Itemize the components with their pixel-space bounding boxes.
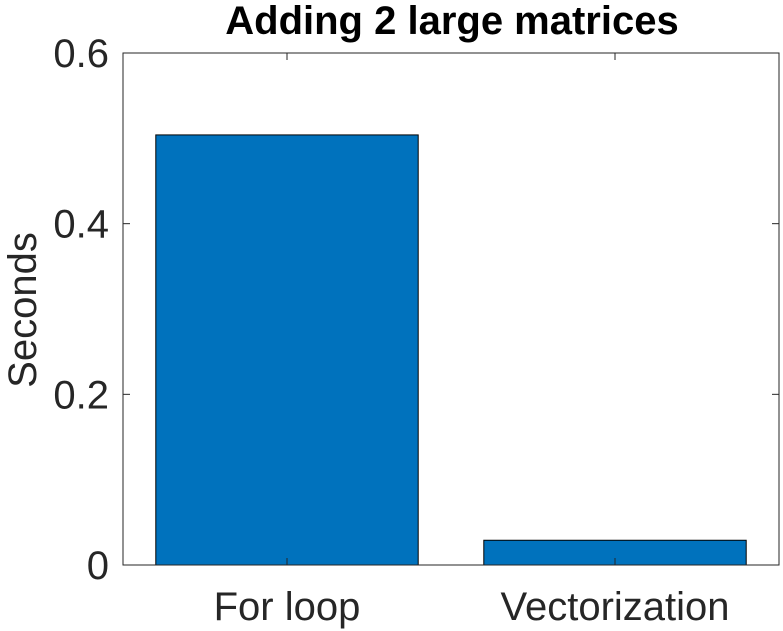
y-tick-label: 0 xyxy=(87,544,109,588)
y-ticks-group: 0 0.2 0.4 0.6 xyxy=(53,32,779,588)
x-tick-label: For loop xyxy=(214,585,361,629)
bar-for-loop xyxy=(155,134,419,566)
y-axis-label: Seconds xyxy=(1,232,45,388)
y-tick-label: 0.2 xyxy=(53,373,109,417)
y-tick-label: 0.4 xyxy=(53,203,109,247)
y-tick-label: 0.6 xyxy=(53,32,109,76)
plot-box xyxy=(122,52,780,566)
bars-group xyxy=(155,134,747,566)
x-tick-label: Vectorization xyxy=(500,585,729,629)
chart-title: Adding 2 large matrices xyxy=(225,0,678,43)
x-ticks-group: For loop Vectorization xyxy=(214,53,730,629)
